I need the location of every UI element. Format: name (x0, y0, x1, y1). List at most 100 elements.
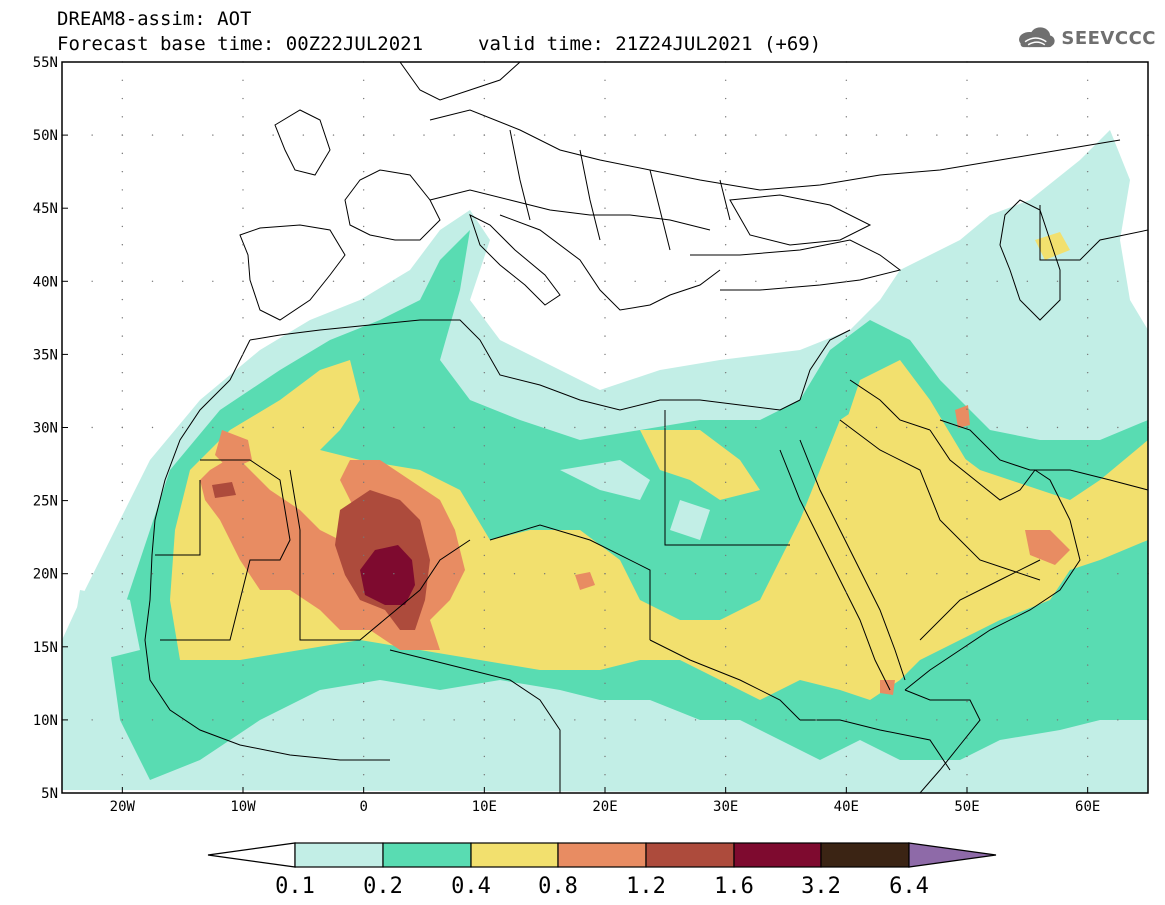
grid-dot (724, 371, 727, 374)
grid-dot (121, 646, 124, 648)
lat-axis: 55N 50N 45N 40N 35N 30N 25N 20N 15N 10N 5N (33, 55, 68, 802)
grid-dot (1086, 774, 1089, 776)
colorbar-label: 0.8 (538, 874, 578, 899)
grid-dot (694, 280, 697, 282)
grid-dot (1086, 298, 1089, 301)
grid-dot (242, 390, 244, 392)
grid-dot (242, 189, 244, 191)
grid-dot (483, 225, 486, 228)
grid-dot (362, 371, 365, 374)
italy-coast (469, 214, 561, 306)
grid-dot (966, 664, 968, 666)
grid-dot (724, 225, 727, 228)
grid-dot (91, 134, 93, 136)
grid-dot (724, 207, 727, 209)
grid-dot (242, 646, 244, 648)
grid-dot (996, 426, 998, 429)
grid-dot (634, 719, 636, 721)
aot-band-04-chad (575, 572, 595, 590)
grid-dot (604, 280, 606, 282)
grid-dot (875, 719, 878, 721)
grid-dot (845, 609, 848, 611)
grid-dot (121, 225, 124, 228)
grid-dot (996, 573, 998, 575)
grid-dot (362, 755, 365, 758)
grid-dot (1117, 134, 1119, 136)
grid-dot (242, 152, 244, 155)
grid-dot (362, 664, 365, 666)
grid-dot (483, 463, 486, 465)
grid-dot (543, 426, 546, 429)
grid-dot (181, 719, 184, 721)
grid-dot (362, 591, 365, 593)
grid-dot (483, 371, 486, 374)
grid-dot (151, 280, 154, 282)
grid-dot (242, 445, 244, 447)
grid-dot (966, 774, 968, 776)
grid-dot (1056, 719, 1059, 721)
grid-dot (362, 774, 365, 776)
libya-egypt-border (664, 410, 790, 546)
grid-dot (242, 664, 244, 666)
colorbar-label: 0.2 (363, 874, 403, 899)
grid-dot (724, 244, 727, 246)
aot-band-03-arabia (840, 360, 1020, 580)
grid-dot (724, 280, 727, 282)
grid-dot (1086, 116, 1089, 118)
grid-dot (604, 664, 606, 666)
cloud-logo-icon (1019, 27, 1055, 48)
mauritania-border (160, 459, 291, 641)
grid-dot (212, 280, 214, 282)
logo-text: SEEVCCC (1061, 27, 1156, 49)
grid-dot (936, 280, 938, 282)
grid-dot (483, 536, 486, 538)
grid-dot (1026, 719, 1029, 721)
grid-dot (604, 152, 606, 155)
lon-label: 10E (472, 799, 497, 815)
grid-dot (755, 719, 757, 721)
grid-dot (966, 408, 968, 410)
grid-dot (845, 700, 848, 703)
grid-dot (121, 298, 124, 301)
grid-dot (966, 298, 968, 301)
grid-dot (724, 426, 727, 429)
colorbar (207, 842, 997, 868)
grid-dot (1086, 317, 1089, 319)
grid-dot (845, 353, 848, 356)
grid-dot (242, 97, 244, 100)
algeria-mali-border (289, 469, 471, 641)
grid-dot (845, 774, 848, 776)
grid-dot (1086, 189, 1089, 191)
grid-dot (242, 682, 244, 685)
grid-dot (362, 554, 365, 557)
sudan-border (649, 639, 801, 721)
colorbar-label: 0.1 (275, 874, 315, 899)
grid-dot (393, 280, 395, 282)
aot-band-01-hole-3 (70, 590, 140, 660)
grid-dot (242, 627, 244, 630)
grid-dot (604, 97, 606, 100)
grid-dot (362, 700, 365, 703)
grid-dot (1086, 719, 1089, 721)
grid-dot (845, 298, 848, 301)
grid-dot (845, 280, 848, 282)
grid-dot (483, 189, 486, 191)
grid-dot (181, 134, 184, 136)
red-sea-west (779, 449, 891, 691)
grid-dot (242, 536, 244, 538)
uk-coast (274, 109, 331, 176)
grid-dot (1086, 225, 1089, 228)
grid-dot (121, 170, 124, 173)
colorbar-swatch (820, 842, 910, 868)
grid-dot (936, 573, 938, 575)
grid-dot (1086, 499, 1089, 502)
grid-dot (1086, 700, 1089, 703)
grid-dot (181, 426, 184, 429)
grid-dot (513, 719, 516, 721)
grid-dot (966, 317, 968, 319)
grid-dot (121, 317, 124, 319)
west-africa-coast (144, 339, 390, 761)
grid-dot (1086, 481, 1089, 484)
grid-dot (121, 700, 124, 703)
grid-dot (845, 317, 848, 319)
